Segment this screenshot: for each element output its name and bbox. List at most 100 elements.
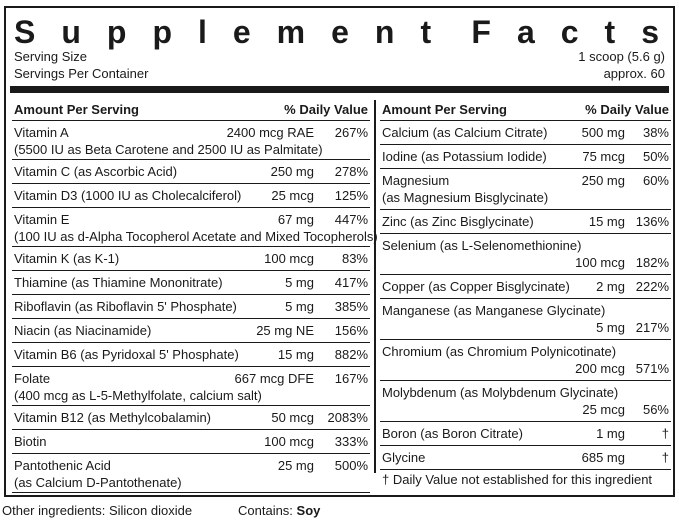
nutrient-amount: 75 mcg xyxy=(582,149,625,164)
nutrient-row: Zinc (as Zinc Bisglycinate) 15 mg 136% xyxy=(380,210,671,234)
nutrient-name: Vitamin D3 (1000 IU as Cholecalciferol) xyxy=(14,188,242,203)
nutrient-row: Vitamin B12 (as Methylcobalamin) 50 mcg 20… xyxy=(12,406,370,430)
daily-value-heading: % Daily Value xyxy=(284,102,368,117)
label-footer: Other ingredients: Silicon dioxide Conta… xyxy=(2,503,320,518)
nutrient-row: Biotin 100 mcg 333% xyxy=(12,430,370,454)
nutrient-amount: 250 mg xyxy=(581,173,625,188)
nutrient-row: Copper (as Copper Bisglycinate) 2 mg 222% xyxy=(380,275,671,299)
nutrient-name: Vitamin A xyxy=(14,125,69,140)
nutrient-amount: 67 mg xyxy=(277,212,314,227)
other-ingredients: Other ingredients: Silicon dioxide xyxy=(2,503,193,518)
supplement-facts-panel: Supplement Facts Serving Size 1 scoop (5… xyxy=(4,6,675,497)
nutrient-daily-value: 278% xyxy=(334,164,368,179)
title-word-supplement: Supplement xyxy=(14,14,458,50)
nutrient-row: Vitamin E 67 mg 447% (100 IU as d-Alpha Toc… xyxy=(12,208,378,247)
nutrient-daily-value: 182% xyxy=(635,255,669,270)
nutrient-amount: 500 mg xyxy=(581,125,625,140)
nutrient-source-detail: (100 IU as d-Alpha Tocopherol Acetate an… xyxy=(14,229,378,244)
nutrient-source-detail: (as Magnesium Bisglycinate) xyxy=(382,190,549,205)
nutrient-row: Folate 667 mcg DFE 167% (400 mcg as L-5-Met… xyxy=(12,367,370,406)
nutrient-daily-value: 571% xyxy=(635,361,669,376)
nutrient-amount: 100 mcg xyxy=(264,434,314,449)
nutrient-row: Riboflavin (as Riboflavin 5' Phosphate) 5… xyxy=(12,295,370,319)
nutrient-daily-value: 417% xyxy=(334,275,368,290)
daily-value-heading: % Daily Value xyxy=(585,102,669,117)
nutrient-row: Chromium (as Chromium Polynicotinate) 200… xyxy=(380,340,671,381)
amount-per-serving-heading: Amount Per Serving xyxy=(382,102,507,117)
nutrient-name: Riboflavin (as Riboflavin 5' Phosphate) xyxy=(14,299,237,314)
nutrient-daily-value: 50% xyxy=(642,149,669,164)
nutrient-daily-value: 882% xyxy=(334,347,368,362)
nutrient-daily-value: 385% xyxy=(334,299,368,314)
thick-divider xyxy=(10,86,669,93)
nutrient-daily-value: 56% xyxy=(642,402,669,417)
dagger-footnote: † Daily Value not established for this i… xyxy=(382,472,653,487)
nutrient-row: Manganese (as Manganese Glycinate) 5 mg 21… xyxy=(380,299,671,340)
nutrient-daily-value: 60% xyxy=(642,173,669,188)
nutrient-row: Magnesium 250 mg 60% (as Magnesium Bisglyci… xyxy=(380,169,671,210)
nutrient-name: Niacin (as Niacinamide) xyxy=(14,323,152,338)
serving-size-row: Serving Size 1 scoop (5.6 g) xyxy=(14,48,665,65)
right-column: Amount Per Serving % Daily Value Calcium… xyxy=(380,100,671,490)
nutrient-amount: 200 mcg xyxy=(575,361,625,376)
nutrient-daily-value: 222% xyxy=(635,279,669,294)
servings-per-container-value: approx. 60 xyxy=(603,66,665,81)
nutrient-row: Vitamin D3 (1000 IU as Cholecalciferol) 2… xyxy=(12,184,370,208)
nutrient-source-detail: (5500 IU as Beta Carotene and 2500 IU as… xyxy=(14,142,323,157)
left-column-header: Amount Per Serving % Daily Value xyxy=(12,100,370,121)
nutrient-name: Vitamin E xyxy=(14,212,70,227)
nutrient-name: Magnesium xyxy=(382,173,450,188)
nutrient-amount: 2 mg xyxy=(596,279,625,294)
nutrient-amount: 15 mg xyxy=(588,214,625,229)
nutrient-name: Manganese (as Manganese Glycinate) xyxy=(382,303,606,318)
serving-size-value: 1 scoop (5.6 g) xyxy=(578,49,665,64)
nutrient-row: Vitamin K (as K-1) 100 mcg 83% xyxy=(12,247,370,271)
nutrient-row: Molybdenum (as Molybdenum Glycinate) 25 m… xyxy=(380,381,671,422)
nutrient-amount: 50 mcg xyxy=(271,410,314,425)
nutrient-daily-value: 156% xyxy=(334,323,368,338)
nutrient-daily-value: 167% xyxy=(334,371,368,386)
nutrient-row: Selenium (as L-Selenomethionine) 100 mcg 1… xyxy=(380,234,671,275)
nutrient-name: Thiamine (as Thiamine Mononitrate) xyxy=(14,275,223,290)
title-word-facts: Facts xyxy=(471,14,679,50)
nutrient-daily-value: † xyxy=(661,426,669,441)
nutrient-name: Biotin xyxy=(14,434,47,449)
nutrient-source-detail: (as Calcium D-Pantothenate) xyxy=(14,475,182,490)
nutrient-daily-value: 125% xyxy=(334,188,368,203)
nutrient-name: Molybdenum (as Molybdenum Glycinate) xyxy=(382,385,619,400)
nutrient-amount: 25 mcg xyxy=(582,402,625,417)
nutrient-row: Pantothenic Acid 25 mg 500% (as Calcium D-P… xyxy=(12,454,370,493)
nutrient-name: Pantothenic Acid xyxy=(14,458,111,473)
nutrient-amount: 25 mcg xyxy=(271,188,314,203)
nutrient-daily-value: 267% xyxy=(334,125,368,140)
nutrient-daily-value: 333% xyxy=(334,434,368,449)
nutrient-name: Selenium (as L-Selenomethionine) xyxy=(382,238,582,253)
amount-per-serving-heading: Amount Per Serving xyxy=(14,102,139,117)
serving-size-label: Serving Size xyxy=(14,49,87,64)
nutrient-name: Vitamin B6 (as Pyridoxal 5' Phosphate) xyxy=(14,347,239,362)
nutrient-daily-value: 83% xyxy=(341,251,368,266)
nutrient-amount: 15 mg xyxy=(277,347,314,362)
nutrient-amount: 667 mcg DFE xyxy=(234,371,314,386)
nutrient-row: Vitamin C (as Ascorbic Acid) 250 mg 278% xyxy=(12,160,370,184)
nutrient-amount: 1 mg xyxy=(596,426,625,441)
nutrient-row: Vitamin B6 (as Pyridoxal 5' Phosphate) 15… xyxy=(12,343,370,367)
nutrient-name: Glycine xyxy=(382,450,426,465)
panel-title: Supplement Facts xyxy=(14,14,665,50)
nutrient-daily-value: 136% xyxy=(635,214,669,229)
contains-label: Contains: xyxy=(238,503,297,518)
nutrient-name: Vitamin C (as Ascorbic Acid) xyxy=(14,164,178,179)
right-column-header: Amount Per Serving % Daily Value xyxy=(380,100,671,121)
nutrient-amount: 5 mg xyxy=(285,299,314,314)
nutrient-amount: 5 mg xyxy=(596,320,625,335)
nutrient-daily-value: 500% xyxy=(334,458,368,473)
nutrient-amount: 100 mcg xyxy=(264,251,314,266)
nutrient-name: Chromium (as Chromium Polynicotinate) xyxy=(382,344,617,359)
nutrient-name: Copper (as Copper Bisglycinate) xyxy=(382,279,570,294)
nutrient-name: Boron (as Boron Citrate) xyxy=(382,426,523,441)
nutrient-daily-value: 38% xyxy=(642,125,669,140)
nutrient-amount: 2400 mcg RAE xyxy=(226,125,314,140)
allergen-statement: Contains: Soy xyxy=(238,503,320,518)
nutrient-row: Niacin (as Niacinamide) 25 mg NE 156% xyxy=(12,319,370,343)
right-nutrient-list: Calcium (as Calcium Citrate) 500 mg 38% Iod… xyxy=(380,121,671,470)
